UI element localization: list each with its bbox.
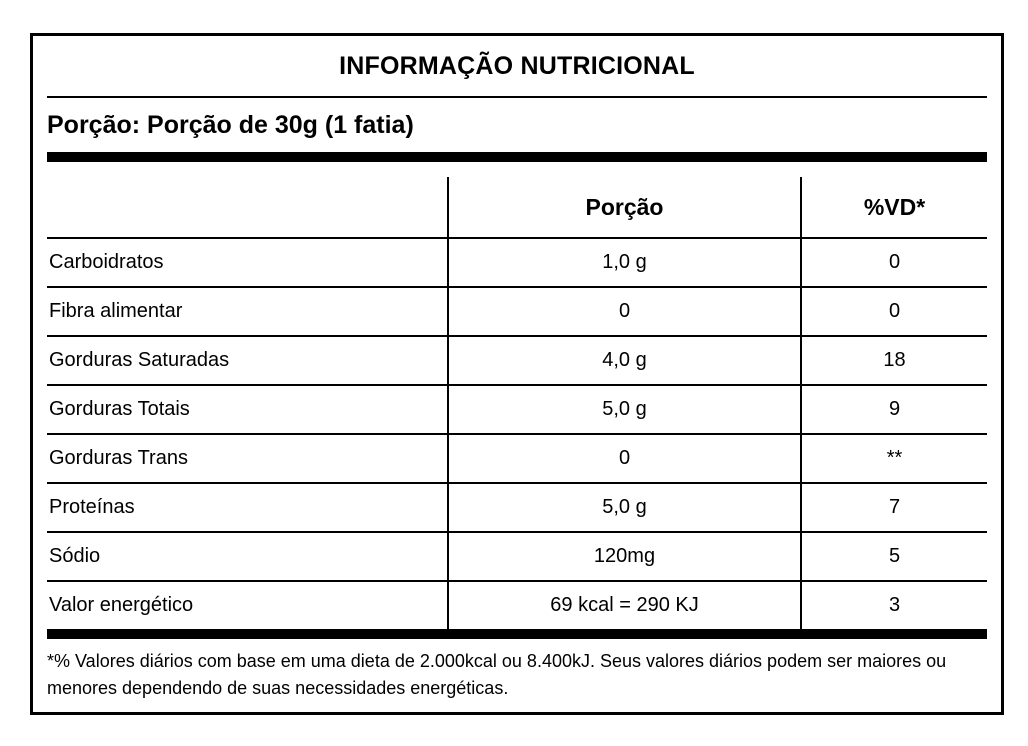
table-row: Carboidratos 1,0 g 0 [47,237,987,286]
nutrient-daily-value: 7 [800,484,987,531]
nutrient-name: Carboidratos [49,251,164,273]
table-row: Gorduras Saturadas 4,0 g 18 [47,335,987,384]
nutrient-name: Sódio [49,545,101,567]
nutrient-amount: 5,0 g [447,386,800,433]
nutrient-daily-value: 9 [800,386,987,433]
table-row: Proteínas 5,0 g 7 [47,482,987,531]
nutrition-label: INFORMAÇÃO NUTRICIONAL Porção: Porção de… [30,33,1004,715]
nutrient-amount: 120mg [447,533,800,580]
table-row: Sódio 120mg 5 [47,531,987,580]
nutrient-rows: Carboidratos 1,0 g 0 Fibra alimentar 0 0… [47,237,987,629]
nutrient-daily-value: 0 [800,288,987,335]
nutrient-name: Gorduras Trans [49,447,188,469]
header-cell-daily-value: %VD* [800,177,987,237]
nutrient-daily-value: ** [800,435,987,482]
header-cell-nutrient [47,177,447,237]
nutrient-daily-value: 3 [800,582,987,629]
nutrient-name: Gorduras Totais [49,398,190,420]
nutrient-name: Valor energético [49,594,194,616]
table-row: Gorduras Trans 0 ** [47,433,987,482]
header-cell-portion: Porção [447,177,800,237]
nutrient-daily-value: 5 [800,533,987,580]
top-thick-divider [47,152,987,162]
bottom-thick-divider [47,629,987,639]
table-row: Valor energético 69 kcal = 290 KJ 3 [47,580,987,629]
nutrient-amount: 0 [447,435,800,482]
nutrient-daily-value: 18 [800,337,987,384]
serving-info: Porção: Porção de 30g (1 fatia) [47,110,414,139]
label-title: INFORMAÇÃO NUTRICIONAL [47,36,987,98]
nutrient-amount: 1,0 g [447,239,800,286]
nutrient-name: Fibra alimentar [49,300,183,322]
table-row: Fibra alimentar 0 0 [47,286,987,335]
table-row: Gorduras Totais 5,0 g 9 [47,384,987,433]
nutrient-amount: 5,0 g [447,484,800,531]
daily-values-footnote: *% Valores diários com base em uma dieta… [47,651,947,698]
nutrient-amount: 69 kcal = 290 KJ [447,582,800,629]
nutrient-name: Proteínas [49,496,135,518]
nutrient-name: Gorduras Saturadas [49,349,230,371]
nutrient-amount: 0 [447,288,800,335]
nutrient-daily-value: 0 [800,239,987,286]
table-header-row: Porção %VD* [47,162,987,237]
nutrient-amount: 4,0 g [447,337,800,384]
